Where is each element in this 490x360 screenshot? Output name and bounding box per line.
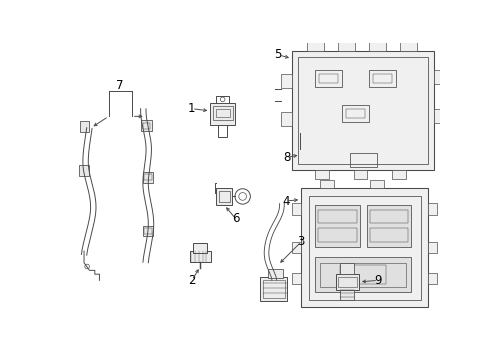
Bar: [315, 257, 411, 292]
Bar: [143, 172, 153, 183]
Bar: [292, 273, 301, 284]
Bar: [315, 70, 342, 87]
Bar: [260, 276, 287, 301]
Bar: [213, 106, 233, 120]
Bar: [342, 105, 369, 122]
Text: 5: 5: [274, 48, 282, 61]
Bar: [80, 121, 89, 132]
Text: 6: 6: [232, 212, 240, 225]
Bar: [338, 42, 355, 51]
Bar: [370, 210, 408, 223]
Bar: [370, 228, 408, 242]
Bar: [318, 210, 357, 223]
Bar: [341, 289, 354, 300]
Text: 4: 4: [282, 194, 290, 208]
Bar: [210, 103, 235, 125]
Bar: [216, 109, 229, 117]
Bar: [428, 242, 438, 253]
Bar: [435, 70, 445, 84]
Bar: [319, 74, 338, 83]
Text: 8: 8: [284, 150, 291, 164]
Bar: [190, 251, 211, 262]
Text: 1: 1: [188, 102, 196, 115]
Bar: [338, 276, 357, 287]
Text: 3: 3: [297, 235, 305, 248]
Bar: [281, 74, 292, 88]
Bar: [144, 228, 152, 234]
Text: 2: 2: [188, 274, 196, 287]
Bar: [298, 57, 428, 164]
Bar: [144, 174, 152, 180]
Bar: [292, 242, 301, 253]
Bar: [428, 273, 438, 284]
Bar: [315, 205, 360, 247]
Bar: [143, 122, 150, 129]
Bar: [320, 180, 334, 188]
Bar: [309, 195, 420, 300]
Bar: [263, 280, 285, 298]
Bar: [268, 269, 283, 278]
Bar: [428, 203, 438, 215]
Bar: [354, 170, 368, 180]
Bar: [315, 170, 329, 180]
Bar: [143, 226, 153, 237]
Bar: [79, 165, 89, 176]
Bar: [292, 116, 309, 133]
Text: 7: 7: [117, 79, 124, 92]
Bar: [435, 109, 445, 122]
Bar: [346, 109, 365, 118]
Bar: [320, 263, 406, 287]
Bar: [281, 112, 292, 126]
Bar: [292, 203, 301, 215]
Bar: [194, 243, 207, 253]
Bar: [400, 42, 416, 51]
Bar: [350, 153, 377, 167]
Bar: [370, 180, 384, 188]
Bar: [301, 188, 428, 307]
Bar: [318, 228, 357, 242]
Bar: [392, 170, 406, 180]
Bar: [373, 74, 392, 83]
Bar: [217, 188, 232, 205]
Text: 9: 9: [374, 274, 382, 287]
Bar: [294, 149, 307, 156]
Bar: [340, 265, 386, 284]
Bar: [336, 274, 359, 289]
Bar: [141, 120, 152, 131]
Bar: [367, 205, 411, 247]
Bar: [307, 42, 324, 51]
Bar: [369, 70, 396, 87]
Bar: [219, 191, 229, 202]
Bar: [341, 264, 354, 274]
Bar: [292, 51, 435, 170]
Bar: [369, 42, 386, 51]
